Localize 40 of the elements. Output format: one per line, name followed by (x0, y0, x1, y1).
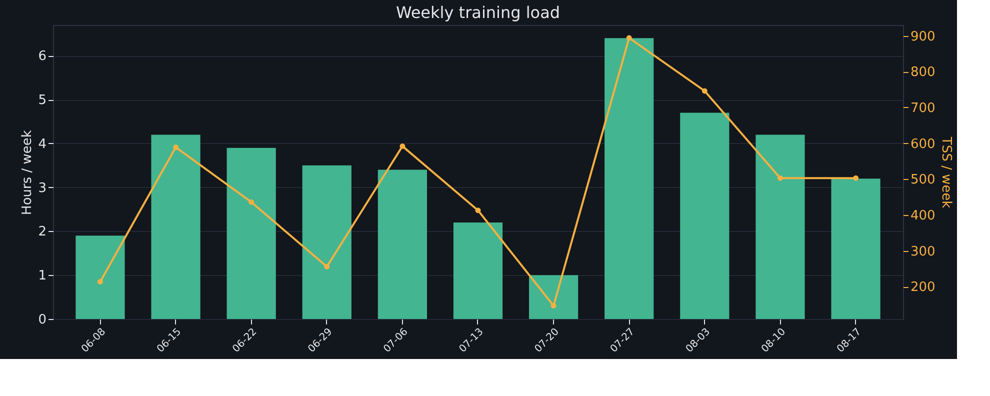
y2-tick-label: 900 (910, 29, 936, 44)
bar (831, 178, 880, 319)
y2-tick-label: 700 (910, 100, 936, 116)
point (400, 143, 406, 149)
y-tick-label: 2 (38, 224, 46, 240)
chart-title: Weekly training load (396, 3, 560, 22)
y-axis-title: Hours / week (20, 130, 36, 215)
point (702, 88, 708, 94)
bar (302, 165, 352, 319)
y2-tick-label: 500 (910, 172, 936, 188)
y2-axis-title: TSS / week (938, 136, 954, 209)
bar (226, 148, 276, 319)
point (853, 175, 859, 181)
y-tick-label: 1 (38, 268, 46, 284)
point (777, 175, 783, 181)
y-tick-label: 3 (38, 180, 46, 196)
y-tick-label: 6 (38, 49, 46, 64)
bar (453, 222, 503, 319)
y-tick-label: 5 (38, 93, 46, 108)
y2-tick-label: 600 (910, 136, 936, 152)
point (475, 208, 481, 214)
y2-tick-label: 400 (910, 208, 936, 224)
point (173, 144, 179, 150)
bar (680, 112, 730, 319)
bar (604, 38, 654, 319)
y2-tick-label: 300 (910, 244, 936, 260)
point (97, 278, 103, 284)
bar (756, 134, 805, 319)
bar (76, 236, 125, 319)
y2-tick-label: 200 (910, 280, 936, 296)
y2-tick-label: 800 (910, 65, 936, 80)
point (324, 264, 330, 270)
y-tick-label: 0 (38, 312, 46, 328)
point (626, 35, 632, 41)
y-tick-label: 4 (38, 136, 46, 152)
bar (151, 134, 200, 319)
point (248, 199, 254, 205)
bar (529, 275, 578, 319)
point (550, 303, 556, 308)
bar (378, 170, 427, 319)
